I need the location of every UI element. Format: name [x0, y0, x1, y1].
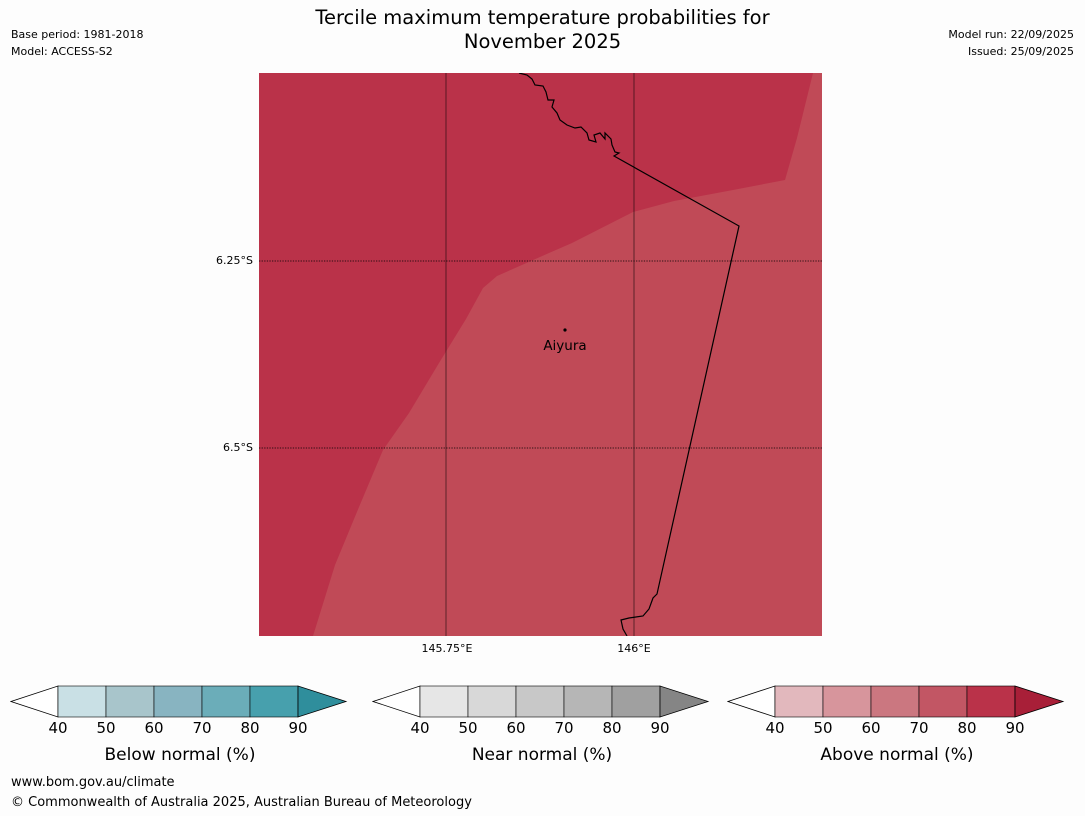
colorbar-near-tick-60: 60 — [506, 719, 526, 737]
colorbar-below-segment-60 — [153, 685, 203, 718]
lon-label-146: 146°E — [617, 642, 651, 655]
meta-left: Base period: 1981-2018 Model: ACCESS-S2 — [11, 26, 143, 60]
model-name: Model: ACCESS-S2 — [11, 45, 113, 58]
colorbar-above-normal: Above normal (%) 40 50 60 70 80 90 — [727, 685, 1067, 765]
colorbar-above-tick-70: 70 — [909, 719, 929, 737]
map-canvas: Aiyura — [259, 73, 822, 636]
colorbar-above-tick-80: 80 — [957, 719, 977, 737]
colorbar-above-under-extension — [727, 685, 776, 718]
footer-copyright: © Commonwealth of Australia 2025, Austra… — [11, 795, 472, 810]
meta-right: Model run: 22/09/2025 Issued: 25/09/2025 — [948, 26, 1074, 60]
lon-label-145-75: 145.75°E — [421, 642, 473, 655]
border-line — [518, 73, 740, 636]
probability-region-lower — [313, 73, 822, 636]
model-run: Model run: 22/09/2025 — [948, 28, 1074, 41]
title-line-2: November 2025 — [463, 30, 622, 53]
place-marker[interactable] — [563, 328, 567, 332]
colorbar-above-over-extension — [1014, 685, 1065, 718]
colorbar-near-tick-90: 90 — [650, 719, 670, 737]
colorbar-near-tick-80: 80 — [602, 719, 622, 737]
colorbar-above-segment-40 — [774, 685, 824, 718]
colorbar-below-tick-70: 70 — [192, 719, 212, 737]
colorbar-below-under-extension — [10, 685, 59, 718]
footer-url[interactable]: www.bom.gov.au/climate — [11, 775, 175, 790]
colorbar-above-segment-50 — [822, 685, 872, 718]
colorbar-near-tick-50: 50 — [458, 719, 478, 737]
colorbar-near-segment-60 — [515, 685, 565, 718]
colorbar-near-normal-title: Near normal (%) — [471, 745, 613, 765]
colorbar-below-normal-title: Below normal (%) — [104, 745, 256, 765]
colorbar-above-segment-60 — [870, 685, 920, 718]
colorbar-below-tick-50: 50 — [96, 719, 116, 737]
colorbar-near-tick-40: 40 — [410, 719, 430, 737]
colorbar-near-segment-50 — [467, 685, 517, 718]
colorbar-below-segment-70 — [201, 685, 251, 718]
issued-date: Issued: 25/09/2025 — [967, 45, 1074, 58]
colorbar-above-normal-title: Above normal (%) — [820, 745, 974, 765]
colorbar-below-tick-80: 80 — [240, 719, 260, 737]
colorbar-near-segment-40 — [419, 685, 469, 718]
place-label: Aiyura — [543, 338, 586, 354]
colorbar-near-segment-70 — [563, 685, 613, 718]
colorbar-below-segment-50 — [105, 685, 155, 718]
colorbar-below-tick-90: 90 — [288, 719, 308, 737]
title-line-1: Tercile maximum temperature probabilitie… — [315, 6, 770, 29]
colorbar-near-tick-70: 70 — [554, 719, 574, 737]
colorbar-above-tick-50: 50 — [813, 719, 833, 737]
colorbar-near-segment-80 — [611, 685, 661, 718]
colorbar-below-tick-60: 60 — [144, 719, 164, 737]
colorbar-above-tick-40: 40 — [765, 719, 785, 737]
colorbar-below-over-extension — [297, 685, 348, 718]
base-period: Base period: 1981-2018 — [11, 28, 144, 41]
colorbar-above-tick-90: 90 — [1005, 719, 1025, 737]
colorbar-below-tick-40: 40 — [48, 719, 68, 737]
colorbar-below-normal-ramp — [10, 685, 348, 718]
lat-label-6-5: 6.5°S — [223, 441, 253, 454]
colorbar-above-segment-80 — [966, 685, 1016, 718]
colorbar-near-normal: Near normal (%) 40 50 60 70 80 90 — [372, 685, 712, 765]
colorbar-near-over-extension — [659, 685, 710, 718]
colorbar-below-segment-80 — [249, 685, 299, 718]
colorbar-above-normal-ramp — [727, 685, 1065, 718]
colorbar-near-normal-ramp — [372, 685, 710, 718]
colorbar-near-under-extension — [372, 685, 421, 718]
colorbar-above-segment-70 — [918, 685, 968, 718]
lat-label-6-25: 6.25°S — [216, 254, 253, 267]
colorbar-below-normal: Below normal (%) 40 50 60 70 80 90 — [10, 685, 350, 765]
map-panel[interactable]: Aiyura — [259, 73, 822, 636]
colorbar-below-segment-40 — [57, 685, 107, 718]
colorbar-above-tick-60: 60 — [861, 719, 881, 737]
map-title: Tercile maximum temperature probabilitie… — [0, 6, 1085, 54]
